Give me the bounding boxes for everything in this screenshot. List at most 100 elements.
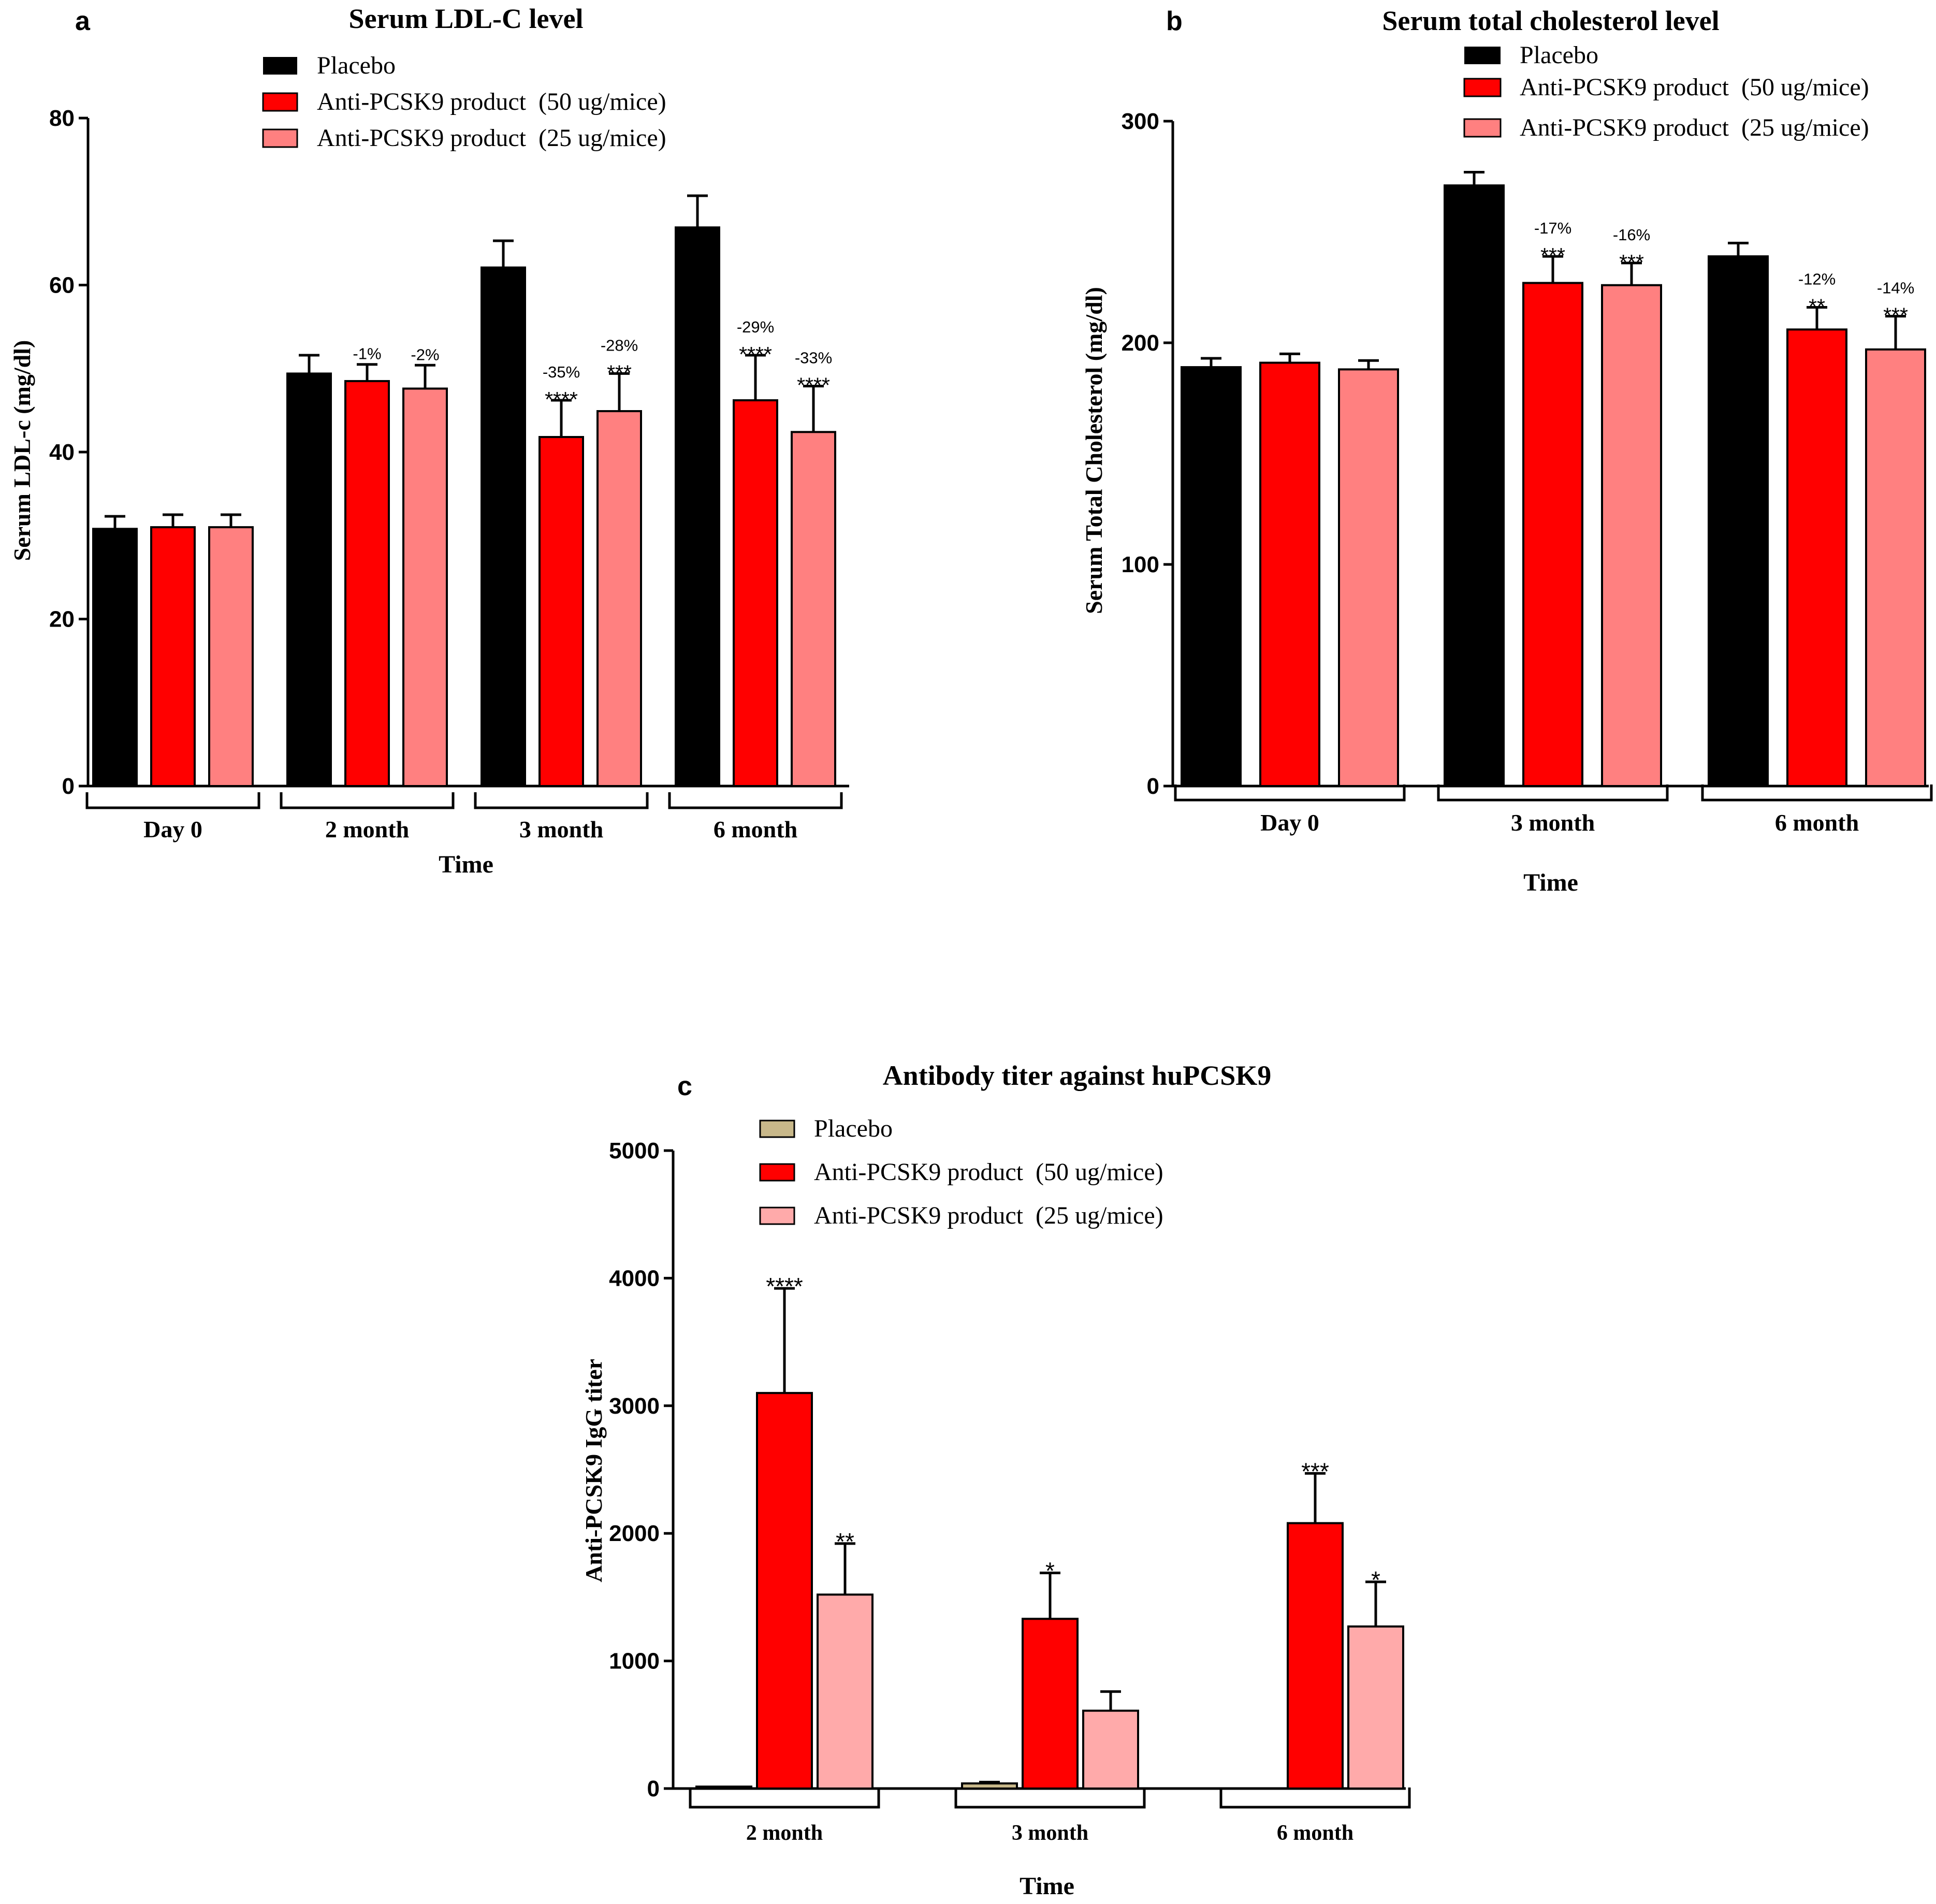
bar (1708, 255, 1769, 787)
group-bracket (1437, 784, 1669, 802)
y-tick-label: 4000 (609, 1266, 660, 1291)
panel-b-xlabel: Time (1523, 869, 1578, 896)
panel-c: c Antibody titer against huPCSK9 Placebo… (580, 1060, 1411, 1900)
significance-stars: **** (766, 1273, 803, 1300)
legend-label-50ug: Anti-PCSK9 product (50 ug/mice) (317, 88, 666, 115)
bar (1865, 348, 1926, 787)
significance-stars: *** (1301, 1458, 1329, 1485)
x-category-label: Day 0 (1260, 809, 1319, 836)
x-category-label: 2 month (325, 816, 409, 842)
panel-a-xlabel: Time (439, 851, 493, 878)
x-category-label: 6 month (1277, 1821, 1353, 1845)
group-bracket (85, 792, 260, 809)
bar (1181, 366, 1242, 787)
x-category-label: Day 0 (143, 816, 202, 842)
percent-change-label: -12% (1798, 270, 1836, 288)
bar (756, 1392, 813, 1790)
legend-label-placebo: Placebo (317, 52, 396, 79)
percent-change-label: -17% (1534, 219, 1571, 237)
panel-b-ylabel: Serum Total Cholesterol (mg/dl) (1081, 287, 1107, 614)
x-category-label: 3 month (1511, 809, 1595, 836)
group-bracket (689, 1787, 880, 1809)
x-category-label: 6 month (714, 816, 797, 842)
y-tick-label: 100 (1122, 552, 1159, 577)
bar (675, 226, 720, 787)
significance-stars: * (1045, 1558, 1055, 1585)
legend-swatch-placebo (1464, 47, 1501, 64)
group-bracket (954, 1787, 1146, 1809)
percent-change-label: -16% (1613, 226, 1650, 244)
significance-stars: *** (1883, 303, 1908, 327)
panel-a: a Serum LDL-C level Placebo Anti-PCSK9 p… (9, 3, 849, 878)
bar (344, 380, 390, 787)
significance-stars: *** (1619, 250, 1644, 274)
percent-change-label: -1% (353, 345, 381, 363)
panel-b-plot: 0 100 200 300 Day 0 3 month *** -17% *** -16% 6 mo… (1122, 109, 1933, 836)
bar (208, 526, 254, 787)
group-bracket (1219, 1787, 1411, 1809)
bar (1786, 328, 1847, 787)
bar (1601, 284, 1662, 787)
y-tick-label: 0 (1147, 774, 1159, 799)
panel-a-title: Serum LDL-C level (349, 3, 584, 34)
significance-stars: ** (1809, 295, 1825, 318)
legend-label-25ug: Anti-PCSK9 product (25 ug/mice) (1520, 114, 1869, 141)
panel-a-legend: Placebo Anti-PCSK9 product (50 ug/mice) … (262, 52, 666, 152)
bar (1338, 368, 1399, 787)
x-category-label: 3 month (1012, 1821, 1088, 1845)
percent-change-label: -35% (543, 363, 580, 381)
y-tick-label: 20 (49, 607, 75, 632)
significance-stars: ** (836, 1528, 854, 1555)
legend-label-placebo: Placebo (814, 1115, 893, 1142)
y-tick-label: 2000 (609, 1521, 660, 1546)
bar (961, 1782, 1018, 1790)
bar (1522, 282, 1583, 787)
bar (286, 372, 332, 787)
y-tick-label: 60 (49, 273, 75, 298)
panel-b-letter: b (1166, 6, 1183, 36)
panel-c-xlabel: Time (1020, 1872, 1074, 1900)
significance-stars: **** (739, 342, 772, 366)
x-category-label: 3 month (519, 816, 603, 842)
panel-b-title: Serum total cholesterol level (1382, 5, 1719, 36)
bar (791, 431, 836, 787)
legend-label-placebo: Placebo (1520, 41, 1598, 69)
bar (92, 528, 138, 787)
legend-swatch-50ug (1463, 78, 1502, 97)
bar (733, 399, 778, 787)
bar (1347, 1625, 1404, 1790)
bar (817, 1593, 874, 1790)
legend-swatch-25ug (1463, 118, 1502, 138)
legend-label-25ug: Anti-PCSK9 product (25 ug/mice) (814, 1202, 1163, 1229)
significance-stars: **** (797, 373, 830, 397)
bar (695, 1785, 752, 1790)
panel-a-ylabel: Serum LDL-c (mg/dl) (9, 340, 35, 561)
bar (1082, 1709, 1139, 1790)
legend-swatch-placebo (263, 57, 297, 75)
panel-b: b Serum total cholesterol level Placebo … (1081, 5, 1933, 896)
panel-c-ylabel: Anti-PCSK9 IgG titer (580, 1359, 607, 1582)
bar (402, 387, 448, 787)
panel-c-legend: Placebo Anti-PCSK9 product (50 ug/mice) … (759, 1115, 1163, 1229)
significance-stars: *** (607, 360, 632, 384)
legend-swatch-25ug (759, 1207, 795, 1225)
group-bracket (1701, 784, 1933, 802)
group-bracket (668, 792, 843, 809)
x-category-label: 2 month (746, 1821, 823, 1845)
bar (1022, 1618, 1079, 1790)
panel-c-title: Antibody titer against huPCSK9 (883, 1060, 1272, 1091)
bar (1444, 184, 1505, 787)
bar (1287, 1522, 1344, 1790)
legend-label-50ug: Anti-PCSK9 product (50 ug/mice) (814, 1158, 1163, 1186)
panel-a-plot: 0 20 40 60 80 Day 0 2 month -1% -2% 3 month **** -3… (49, 106, 849, 842)
bar (538, 435, 584, 787)
y-tick-label: 0 (62, 774, 75, 799)
legend-swatch-25ug (262, 128, 298, 148)
panel-a-letter: a (75, 6, 91, 36)
x-category-label: 6 month (1775, 809, 1859, 836)
y-tick-label: 0 (647, 1776, 660, 1801)
y-tick-label: 3000 (609, 1393, 660, 1419)
significance-stars: *** (1540, 243, 1565, 267)
